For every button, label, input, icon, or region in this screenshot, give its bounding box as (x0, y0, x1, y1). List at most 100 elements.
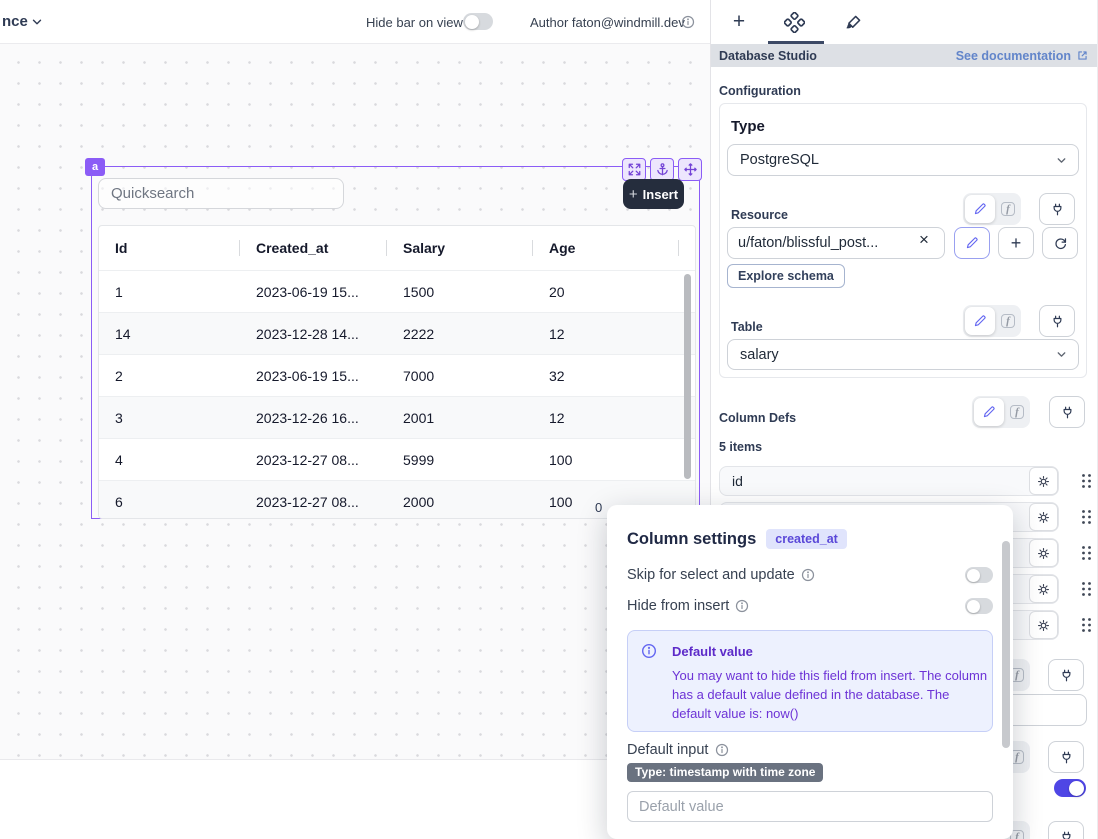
table-scrollbar-thumb[interactable] (684, 274, 691, 479)
table-select[interactable]: salary (727, 339, 1079, 370)
hide-bar-toggle[interactable] (463, 13, 493, 30)
column-settings-button[interactable] (1029, 575, 1058, 603)
column-header[interactable]: Id (99, 226, 240, 270)
table-cell: 4 (115, 451, 123, 468)
connect-input-button[interactable] (1049, 396, 1085, 428)
default-input-label: Default input (627, 742, 709, 758)
table-cell: 2023-12-27 08... (256, 493, 359, 510)
column-header[interactable]: Salary (387, 226, 533, 270)
skip-select-update-label: Skip for select and update (627, 567, 795, 583)
table-row[interactable]: 1 2023-06-19 15... 1500 20 (99, 270, 695, 312)
property-toggle-on[interactable] (1054, 779, 1086, 797)
drag-handle-icon[interactable] (1081, 473, 1092, 489)
anchor-component-button[interactable] (650, 158, 674, 181)
configuration-box (719, 103, 1087, 378)
add-resource-button[interactable]: + (998, 227, 1034, 259)
table-row[interactable]: 4 2023-12-27 08... 5999 100 (99, 438, 695, 480)
default-value-input[interactable]: Default value (627, 791, 993, 822)
connect-input-button[interactable] (1039, 193, 1075, 225)
expand-component-button[interactable] (622, 158, 646, 181)
topbar: nce Hide bar on view Author faton@windmi… (0, 0, 710, 44)
items-count-label: 5 items (719, 440, 763, 454)
column-def-input[interactable]: id (719, 466, 1059, 496)
resource-value-input[interactable]: u/faton/blissful_post... (727, 227, 945, 259)
info-icon[interactable] (801, 568, 815, 582)
plus-icon: + (1010, 232, 1022, 253)
move-component-button[interactable] (678, 158, 702, 181)
table-header-row: Id Created_at Salary Age (99, 226, 695, 270)
table-cell: 12 (549, 325, 565, 342)
see-documentation-link[interactable]: See documentation (956, 49, 1089, 63)
table-row[interactable]: 6 2023-12-27 08... 2000 100 (99, 480, 695, 518)
app-canvas[interactable]: a + Insert Quicksearch Id Created_at Salar… (0, 44, 710, 760)
info-icon[interactable] (735, 599, 749, 613)
paintbrush-icon (845, 15, 860, 28)
default-value-alert: Default value You may want to hide this … (627, 630, 993, 732)
skip-select-update-toggle[interactable] (965, 567, 993, 583)
static-mode-button[interactable] (965, 195, 995, 223)
gear-icon (1037, 475, 1050, 487)
refresh-resource-button[interactable] (1042, 227, 1078, 259)
column-settings-button[interactable] (1029, 503, 1058, 531)
drag-handle-icon[interactable] (1081, 617, 1092, 633)
chevron-down-icon (1055, 154, 1068, 167)
column-settings-button[interactable] (1029, 611, 1058, 639)
column-header[interactable]: Age (533, 226, 679, 270)
table-cell: 2023-12-26 16... (256, 409, 359, 426)
eval-mode-button[interactable]: f (997, 202, 1019, 216)
drag-handle-icon[interactable] (1081, 581, 1092, 597)
table-cell: 20 (549, 283, 565, 300)
column-settings-button[interactable] (1029, 539, 1058, 567)
table-cell: 12 (549, 409, 565, 426)
table-row[interactable]: 14 2023-12-28 14... 2222 12 (99, 312, 695, 354)
type-select[interactable]: PostgreSQL (727, 144, 1079, 176)
connect-input-button[interactable] (1039, 305, 1075, 337)
clear-resource-icon[interactable]: × (919, 230, 929, 249)
column-def-row: id (719, 466, 1097, 496)
drag-handle-icon[interactable] (1081, 509, 1092, 525)
tab-styling[interactable] (840, 8, 866, 36)
chevron-down-icon[interactable] (30, 15, 44, 29)
eval-mode-button[interactable]: f (997, 314, 1019, 328)
connect-input-button[interactable] (1048, 821, 1084, 839)
resource-label: Resource (731, 208, 788, 222)
insert-row-button[interactable]: + Insert (623, 179, 684, 209)
table-cell: 2001 (403, 409, 435, 426)
plug-icon (1062, 751, 1070, 763)
info-icon[interactable] (681, 15, 695, 29)
connect-input-button[interactable] (1048, 741, 1084, 773)
breadcrumb[interactable]: nce (2, 13, 28, 30)
pagination-count: 0 (595, 500, 603, 515)
table-cell: 100 (549, 451, 573, 468)
pencil-icon (983, 406, 995, 418)
tab-component-settings[interactable] (781, 8, 807, 36)
column-header[interactable]: Created_at (240, 226, 387, 270)
hide-from-insert-toggle[interactable] (965, 598, 993, 614)
modal-scrollbar-thumb[interactable] (1002, 541, 1010, 748)
tab-insert-component[interactable]: + (732, 10, 746, 33)
connect-input-button[interactable] (1048, 659, 1084, 691)
dbstudio-component-selected[interactable]: a + Insert Quicksearch Id Created_at Salar… (85, 158, 702, 519)
skip-select-update-row: Skip for select and update (627, 565, 993, 585)
static-mode-button[interactable] (974, 398, 1004, 426)
table-cell: 100 (549, 493, 573, 510)
column-settings-button[interactable] (1029, 467, 1058, 495)
pencil-icon (974, 203, 986, 215)
table-row[interactable]: 2 2023-06-19 15... 7000 32 (99, 354, 695, 396)
drag-handle-icon[interactable] (1081, 545, 1092, 561)
static-mode-button[interactable] (965, 307, 995, 335)
info-icon[interactable] (715, 743, 729, 757)
pencil-icon (974, 315, 986, 327)
chevron-down-icon (1055, 348, 1068, 361)
anchor-icon (656, 163, 668, 176)
quicksearch-input[interactable]: Quicksearch (98, 178, 344, 209)
eval-mode-button[interactable]: f (1006, 405, 1028, 419)
edit-resource-button[interactable] (954, 227, 990, 259)
explore-schema-button[interactable]: Explore schema (727, 264, 845, 288)
alert-body: You may want to hide this field from ins… (672, 668, 988, 722)
table-row[interactable]: 3 2023-12-26 16... 2001 12 (99, 396, 695, 438)
panel-title: Database Studio (719, 48, 817, 63)
column-def-name: id (732, 473, 743, 489)
table-cell: 2 (115, 367, 123, 384)
